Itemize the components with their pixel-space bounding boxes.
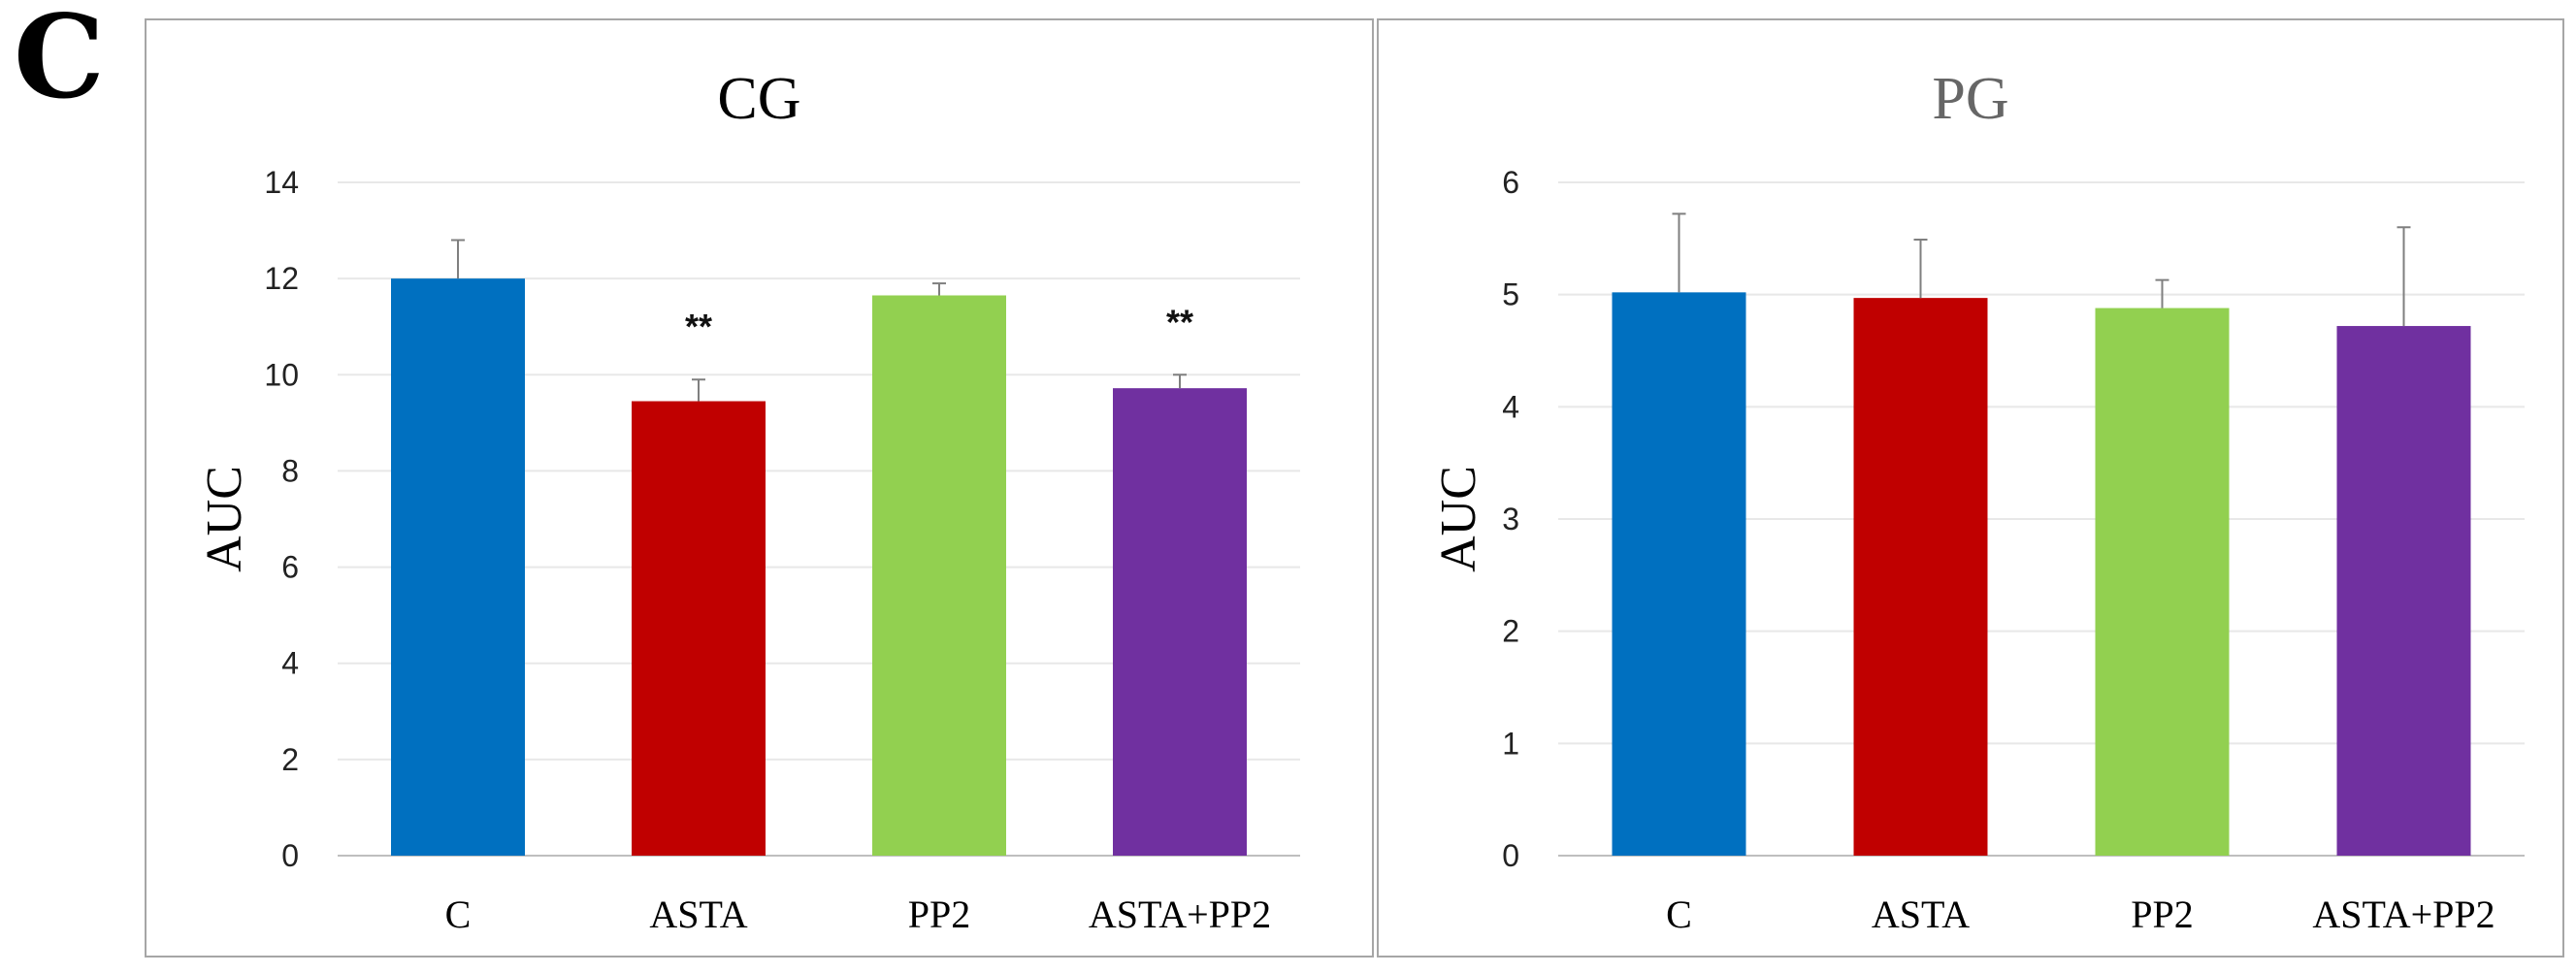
bar-pp2: [2095, 308, 2230, 857]
x-category-label: ASTA: [1872, 893, 1970, 936]
y-axis-title: AUC: [1431, 466, 1486, 572]
y-tick-label: 1: [1502, 726, 1519, 761]
x-category-label: ASTA+PP2: [1089, 893, 1271, 936]
x-category-label: C: [445, 893, 472, 936]
panel-label: C: [14, 0, 105, 124]
chart-cg: CG 0 2 4 6 8 10 12 14 AUC C ** ASTA PP2 ** ASTA+PP2: [145, 18, 1374, 958]
y-tick-label: 4: [281, 646, 299, 681]
chart-pg: PG 0 1 2 3 4 5 6 AUC C ASTA PP2 ASTA+PP2: [1377, 18, 2564, 958]
significance-marker: **: [685, 307, 712, 346]
x-category-label: C: [1666, 893, 1692, 936]
bar-c: [391, 278, 525, 857]
y-tick-label: 4: [1502, 389, 1519, 424]
x-category-label: PP2: [908, 893, 971, 936]
x-category-label: ASTA: [649, 893, 747, 936]
y-tick-label: 10: [264, 357, 299, 392]
x-category-label: PP2: [2131, 893, 2194, 936]
y-tick-label: 8: [281, 453, 299, 488]
x-category-label: ASTA+PP2: [2312, 893, 2494, 936]
y-tick-label: 6: [281, 550, 299, 585]
y-tick-label: 2: [1502, 614, 1519, 649]
bar-asta-plus-pp2: [1113, 388, 1247, 856]
significance-marker: **: [1166, 302, 1193, 341]
y-tick-label: 2: [281, 742, 299, 777]
chart-title: CG: [717, 66, 800, 132]
bar-asta-plus-pp2: [2336, 326, 2471, 856]
y-axis-title: AUC: [197, 466, 252, 572]
bar-asta: [632, 401, 766, 856]
y-tick-label: 3: [1502, 502, 1519, 536]
y-tick-label: 14: [264, 165, 299, 200]
y-tick-label: 6: [1502, 165, 1519, 200]
y-tick-label: 0: [1502, 838, 1519, 873]
y-tick-label: 0: [281, 838, 299, 873]
chart-title: PG: [1932, 66, 2008, 132]
bar-pp2: [872, 295, 1006, 856]
y-tick-label: 12: [264, 261, 299, 296]
y-tick-label: 5: [1502, 277, 1519, 312]
bar-c: [1612, 292, 1746, 856]
bar-asta: [1853, 298, 1988, 856]
